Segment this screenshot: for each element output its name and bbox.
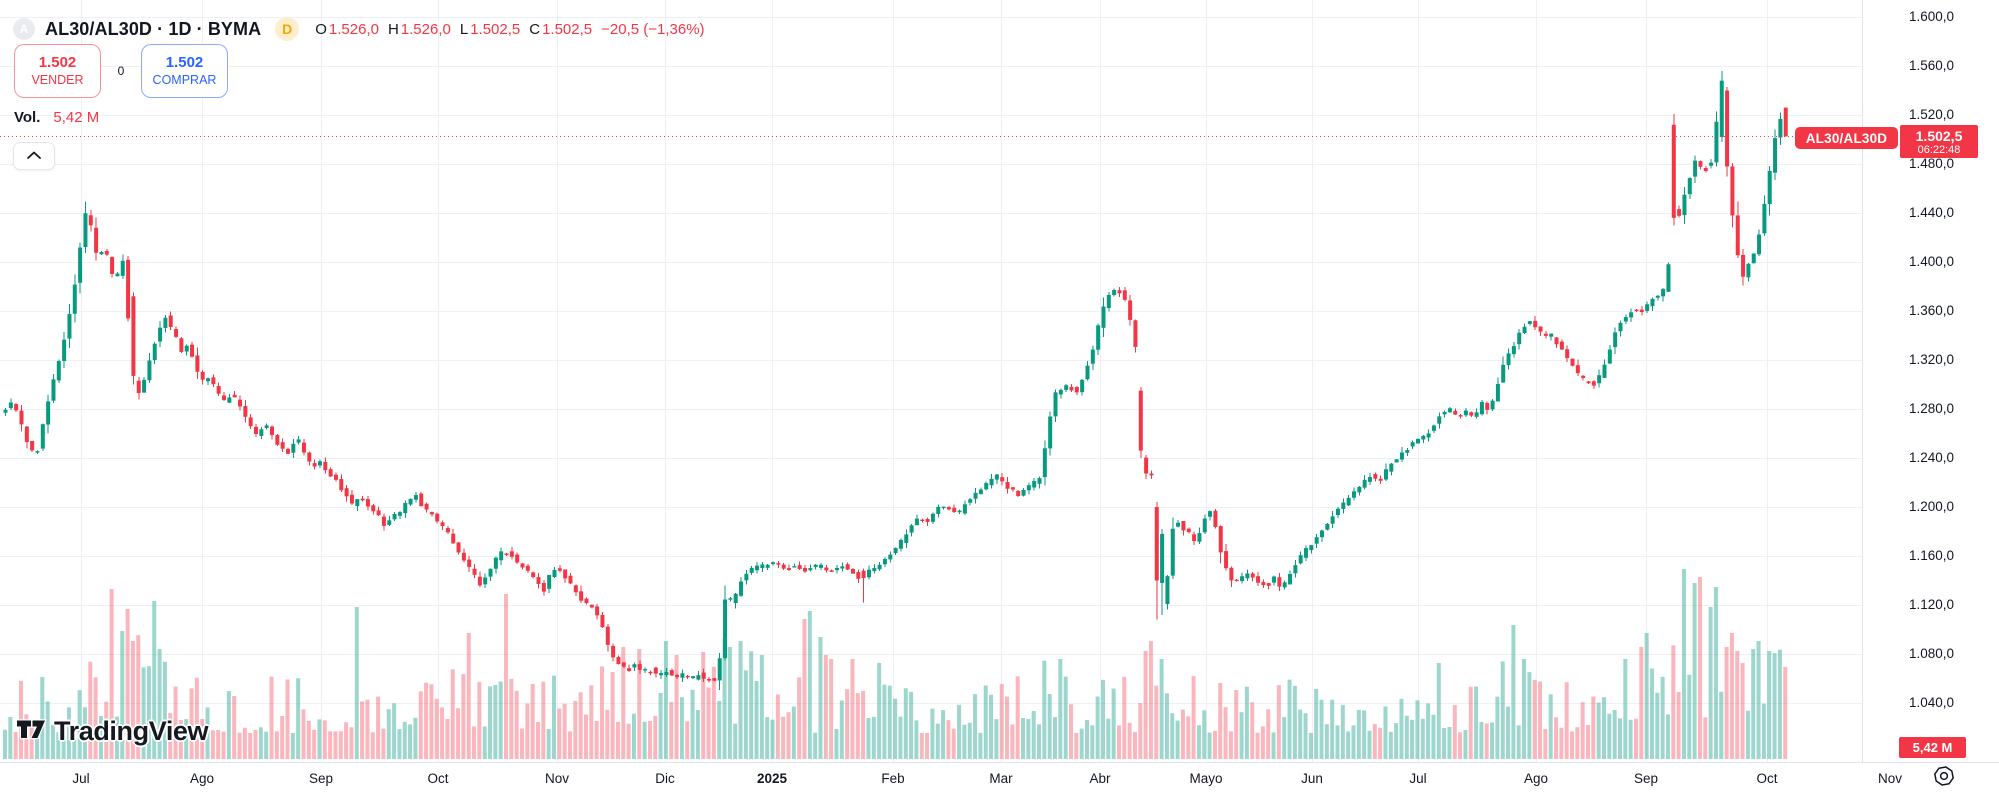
sell-button[interactable]: 1.502 VENDER xyxy=(14,44,101,98)
time-axis-label: Sep xyxy=(308,771,334,786)
volume-value: 5,42 M xyxy=(53,109,100,126)
time-axis[interactable]: Jul Ago Sep Oct Nov Dic 2025 Feb Mar Abr Mayo Jun Ju… xyxy=(0,762,1999,799)
price-axis-label: 1.160,0 xyxy=(1909,548,1955,563)
trade-panel: 1.502 VENDER 0 1.502 COMPRAR xyxy=(14,44,228,98)
low-label: L xyxy=(459,20,469,38)
price-axis-label: 1.320,0 xyxy=(1909,352,1955,367)
time-axis-label: Mar xyxy=(989,771,1013,786)
symbol-avatar[interactable]: A xyxy=(13,18,35,40)
time-axis-label: Sep xyxy=(1633,771,1659,786)
symbol-header: A AL30/AL30D · 1D · BYMA D O 1.526,0 H 1.5… xyxy=(13,17,705,41)
spread-value: 0 xyxy=(117,64,125,78)
time-axis-label: Abr xyxy=(1089,771,1111,786)
last-price-value: 1.502,5 xyxy=(1915,127,1963,144)
time-axis-label: Feb xyxy=(881,771,905,786)
time-axis-label: 2025 xyxy=(756,771,788,786)
time-axis-label: Ago xyxy=(1523,771,1549,786)
price-line-symbol-badge[interactable]: AL30/AL30D xyxy=(1795,127,1898,149)
sell-price: 1.502 xyxy=(38,54,77,71)
tradingview-logo-icon xyxy=(15,714,47,749)
price-axis-label: 1.080,0 xyxy=(1909,646,1955,661)
time-axis-label: Dic xyxy=(655,771,675,786)
change-value: −20,5 (−1,36%) xyxy=(601,20,705,38)
high-label: H xyxy=(387,20,399,38)
price-axis[interactable]: 1.600,0 1.560,0 1.520,0 1.480,0 1.440,0 1.400… xyxy=(1862,0,1999,762)
price-axis-label: 1.280,0 xyxy=(1909,401,1955,416)
price-axis-label: 1.560,0 xyxy=(1909,58,1955,73)
price-axis-label: 1.440,0 xyxy=(1909,205,1955,220)
volume-label[interactable]: Vol. xyxy=(14,109,41,126)
open-label: O xyxy=(315,20,327,38)
price-axis-label: 1.360,0 xyxy=(1909,303,1955,318)
axis-settings-button[interactable] xyxy=(1930,764,1958,792)
time-axis-label: Nov xyxy=(544,771,570,786)
price-axis-label: 1.120,0 xyxy=(1909,597,1955,612)
time-axis-label: Nov xyxy=(1877,771,1903,786)
bar-countdown: 06:22:48 xyxy=(1917,143,1961,156)
price-axis-label: 1.600,0 xyxy=(1909,9,1955,24)
low-value: 1.502,5 xyxy=(470,20,521,38)
symbol-title[interactable]: AL30/AL30D · 1D · BYMA xyxy=(45,18,262,39)
time-axis-label: Mayo xyxy=(1189,771,1223,786)
tradingview-watermark[interactable]: TradingView xyxy=(15,714,209,749)
collapse-pane-button[interactable] xyxy=(13,142,55,170)
time-axis-label: Jul xyxy=(72,771,90,786)
time-axis-label: Jul xyxy=(1409,771,1427,786)
close-label: C xyxy=(529,20,541,38)
price-axis-label: 1.480,0 xyxy=(1909,156,1955,171)
volume-indicator-row: Vol. 5,42 M xyxy=(14,109,99,126)
time-axis-label: Oct xyxy=(1756,771,1778,786)
time-axis-label: Jun xyxy=(1301,771,1323,786)
buy-price: 1.502 xyxy=(165,54,204,71)
price-axis-label: 1.040,0 xyxy=(1909,695,1955,710)
price-axis-label: 1.400,0 xyxy=(1909,254,1955,269)
buy-button[interactable]: 1.502 COMPRAR xyxy=(141,44,228,98)
interval-delayed-badge[interactable]: D xyxy=(275,17,300,41)
close-value: 1.502,5 xyxy=(542,20,593,38)
time-axis-label: Oct xyxy=(427,771,449,786)
tradingview-watermark-label: TradingView xyxy=(54,716,209,746)
price-axis-label: 1.240,0 xyxy=(1909,450,1955,465)
ohlc-values: O 1.526,0 H 1.526,0 L 1.502,5 C 1.502,5 −20,… xyxy=(315,21,704,38)
high-value: 1.526,0 xyxy=(400,20,451,38)
open-value: 1.526,0 xyxy=(328,20,379,38)
last-price-axis-box[interactable]: 1.502,5 06:22:48 xyxy=(1900,125,1978,158)
chevron-up-icon xyxy=(26,147,42,165)
sell-label: VENDER xyxy=(31,73,84,87)
time-axis-label: Ago xyxy=(189,771,215,786)
gear-icon xyxy=(1932,764,1956,793)
buy-label: COMPRAR xyxy=(152,73,217,87)
price-axis-label: 1.200,0 xyxy=(1909,499,1955,514)
price-axis-label: 1.520,0 xyxy=(1909,107,1955,122)
volume-axis-badge: 5,42 M xyxy=(1899,737,1966,758)
